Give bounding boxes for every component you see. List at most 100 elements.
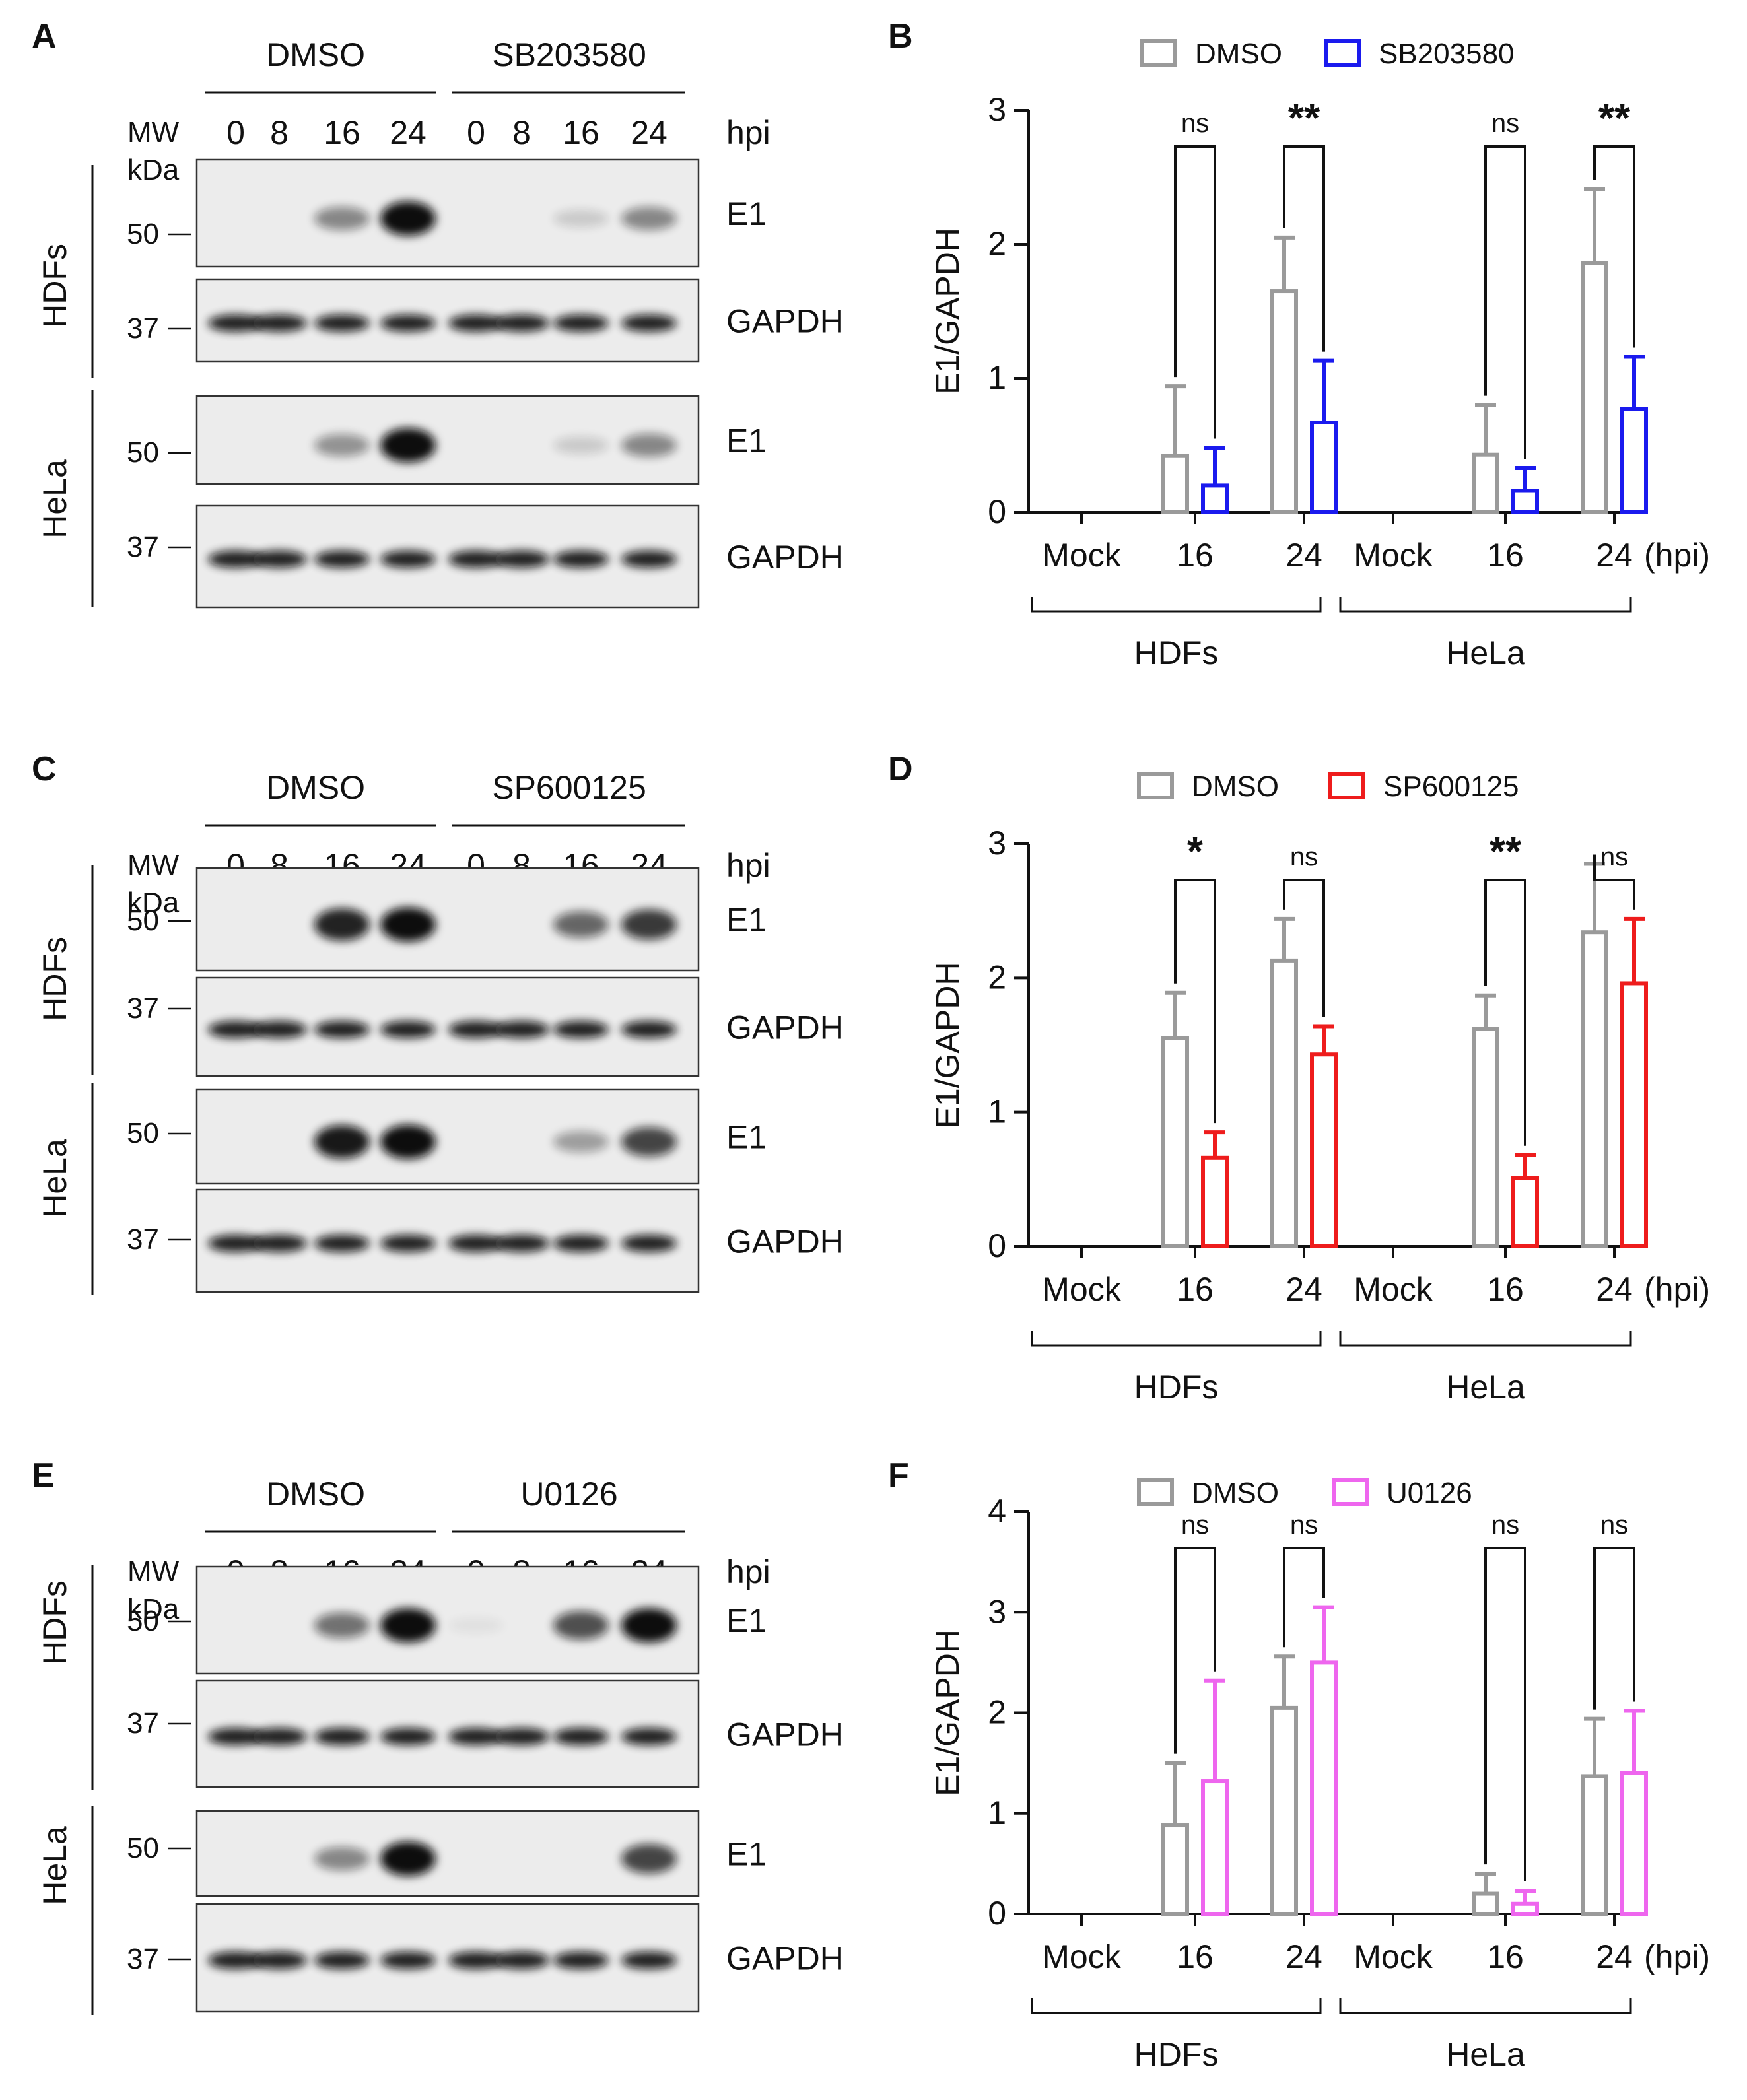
gapdh-band <box>380 1235 436 1252</box>
y-axis-label: E1/GAPDH <box>929 962 966 1129</box>
e1-band <box>621 1844 677 1874</box>
mw-marker-label: 50 <box>127 904 159 937</box>
significance-label: ns <box>1600 842 1628 871</box>
bar-dmso <box>1472 1027 1499 1248</box>
group-label-inhibitor: U0126 <box>520 1475 617 1512</box>
x-tick-label: 16 <box>1487 1938 1524 1975</box>
mw-marker-label: 37 <box>127 992 159 1025</box>
group-label: HeLa <box>1446 1369 1525 1406</box>
legend-swatch-inhibitor <box>1324 39 1361 67</box>
bar-dmso <box>1161 454 1189 514</box>
gapdh-band <box>494 1951 549 1969</box>
gapdh-band <box>621 314 677 332</box>
e1-label: E1 <box>726 902 767 939</box>
gapdh-band <box>380 1021 436 1038</box>
gapdh-band <box>494 1728 549 1745</box>
gapdh-band <box>252 314 307 332</box>
significance-bracket <box>1174 1547 1216 1754</box>
significance-bracket <box>1484 145 1526 459</box>
legend-swatch-dmso <box>1137 1478 1174 1506</box>
mw-marker-label: 50 <box>127 218 159 250</box>
panel-label: A <box>32 17 57 55</box>
panel-label: C <box>32 750 57 788</box>
bar-dmso <box>1270 289 1298 514</box>
gapdh-band <box>380 551 436 568</box>
legend-swatch-inhibitor <box>1332 1478 1369 1506</box>
e1-band <box>553 1131 609 1153</box>
e1-band <box>380 201 436 236</box>
x-tick-label: Mock <box>1042 1271 1121 1308</box>
panel-label: D <box>888 750 913 788</box>
y-axis-label: E1/GAPDH <box>929 228 966 395</box>
group-bracket <box>1031 1998 1322 2014</box>
x-tick-label: 24 <box>1596 1271 1633 1308</box>
gapdh-band <box>553 551 609 568</box>
cell-line-label: HDFs <box>36 937 73 1021</box>
bar-inhibitor <box>1620 981 1648 1248</box>
mw-label: MW <box>127 1555 180 1588</box>
x-tick-label: 16 <box>1177 537 1214 574</box>
hpi-label: hpi <box>726 847 771 884</box>
group-label-inhibitor: SB203580 <box>492 36 646 73</box>
e1-label: E1 <box>726 1602 767 1639</box>
bar-inhibitor <box>1201 1779 1229 1916</box>
cell-line-label: HDFs <box>36 1580 73 1665</box>
e1-band <box>621 1608 677 1643</box>
gapdh-band <box>621 1021 677 1038</box>
gapdh-band <box>448 1235 504 1252</box>
mw-marker-label: 37 <box>127 531 159 563</box>
lane-label: 16 <box>324 114 360 151</box>
bar-inhibitor <box>1310 420 1338 514</box>
gapdh-band <box>314 1951 370 1969</box>
bar-dmso <box>1581 1774 1608 1916</box>
legend-label-inhibitor: U0126 <box>1387 1477 1472 1509</box>
legend-label-dmso: DMSO <box>1192 1477 1279 1509</box>
group-bracket <box>1031 1331 1322 1347</box>
gapdh-band <box>494 1235 549 1252</box>
y-tick-label: 1 <box>988 1794 1006 1831</box>
x-tick-label: Mock <box>1353 1271 1433 1308</box>
panel-label: B <box>888 17 913 55</box>
x-tick-label: Mock <box>1353 537 1433 574</box>
lane-label: 16 <box>563 114 599 151</box>
mw-marker-label: 37 <box>127 312 159 345</box>
gapdh-label: GAPDH <box>726 539 844 576</box>
group-label-dmso: DMSO <box>266 769 365 806</box>
gapdh-band <box>621 1728 677 1745</box>
e1-band <box>314 1125 370 1159</box>
group-label-dmso: DMSO <box>266 1475 365 1512</box>
bar-inhibitor <box>1201 483 1229 515</box>
gapdh-band <box>314 551 370 568</box>
significance-bracket <box>1484 1547 1526 1881</box>
e1-band <box>380 907 436 942</box>
bar-inhibitor <box>1310 1660 1338 1916</box>
cell-line-label: HeLa <box>36 459 73 539</box>
legend-label-inhibitor: SB203580 <box>1379 38 1515 70</box>
gapdh-band <box>208 551 263 568</box>
gapdh-band <box>252 1021 307 1038</box>
legend-swatch-inhibitor <box>1328 772 1365 799</box>
gapdh-band <box>553 1021 609 1038</box>
hpi-label: hpi <box>726 1553 771 1590</box>
group-label: HDFs <box>1134 1369 1219 1406</box>
legend-label-dmso: DMSO <box>1192 770 1279 803</box>
gapdh-band <box>252 1951 307 1969</box>
y-tick-label: 3 <box>988 91 1006 128</box>
e1-band <box>621 1127 677 1157</box>
y-tick-label: 4 <box>988 1493 1006 1530</box>
panel-label: F <box>888 1456 909 1495</box>
e1-band <box>314 1612 370 1639</box>
significance-label: ns <box>1181 1510 1209 1540</box>
bar-inhibitor <box>1511 1901 1539 1916</box>
legend-label-inhibitor: SP600125 <box>1383 770 1519 803</box>
group-label-inhibitor: SP600125 <box>492 769 646 806</box>
gapdh-label: GAPDH <box>726 1716 844 1753</box>
significance-label: * <box>1187 829 1204 875</box>
x-tick-label: 16 <box>1177 1938 1214 1975</box>
bar-dmso <box>1472 1891 1499 1916</box>
e1-label: E1 <box>726 1836 767 1873</box>
e1-band <box>553 1611 609 1640</box>
